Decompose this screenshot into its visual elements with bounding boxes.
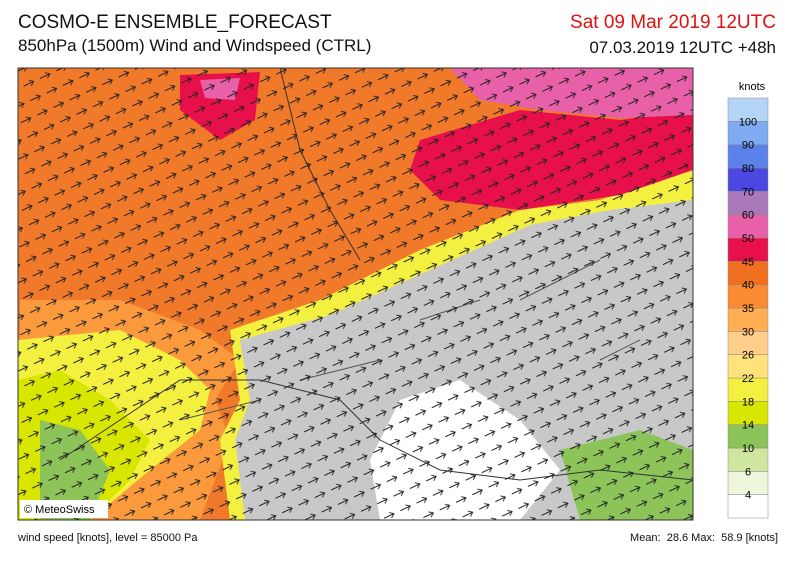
colorbar-label: 18 [742,396,754,408]
colorbar-label: 50 [742,233,754,245]
colorbar-label: 60 [742,210,754,222]
colorbar-unit: knots [739,81,766,93]
colorbar-label: 6 [745,466,751,478]
valid-time: Sat 09 Mar 2019 12UTC [570,12,776,33]
colorbar-label: 80 [742,163,754,175]
credit-box [20,500,108,518]
colorbar-label: 30 [742,326,754,338]
footer-left: wind speed [knots], level = 85000 Pa [18,532,198,544]
colorbar-label: 100 [739,116,757,128]
colorbar-label: 35 [742,303,754,315]
map-frame [17,67,694,521]
footer-right: Mean: 28.6 Max: 58.9 [knots] [630,532,778,544]
colorbar-label: 4 [745,490,751,502]
colorbar-label: 26 [742,350,754,362]
colorbar-label: 70 [742,186,754,198]
colorbar-label: 90 [742,140,754,152]
colorbar-label: 45 [742,256,754,268]
title: COSMO-E ENSEMBLE_FORECAST [18,12,332,33]
map [18,68,693,520]
colorbar-label: 14 [742,420,754,432]
colorbar: 4 6 10 14 18 22 26 30 35 40 45 50 60 70 80 90 100 [727,97,769,519]
colorbar-label: 40 [742,280,754,292]
colorbar-band [727,97,769,122]
colorbar-label: 10 [742,443,754,455]
run-time: 07.03.2019 12UTC +48h [589,38,776,57]
colorbar-label: 22 [742,373,754,385]
credit: © MeteoSwiss [24,504,95,516]
subtitle: 850hPa (1500m) Wind and Windspeed (CTRL) [18,36,372,55]
